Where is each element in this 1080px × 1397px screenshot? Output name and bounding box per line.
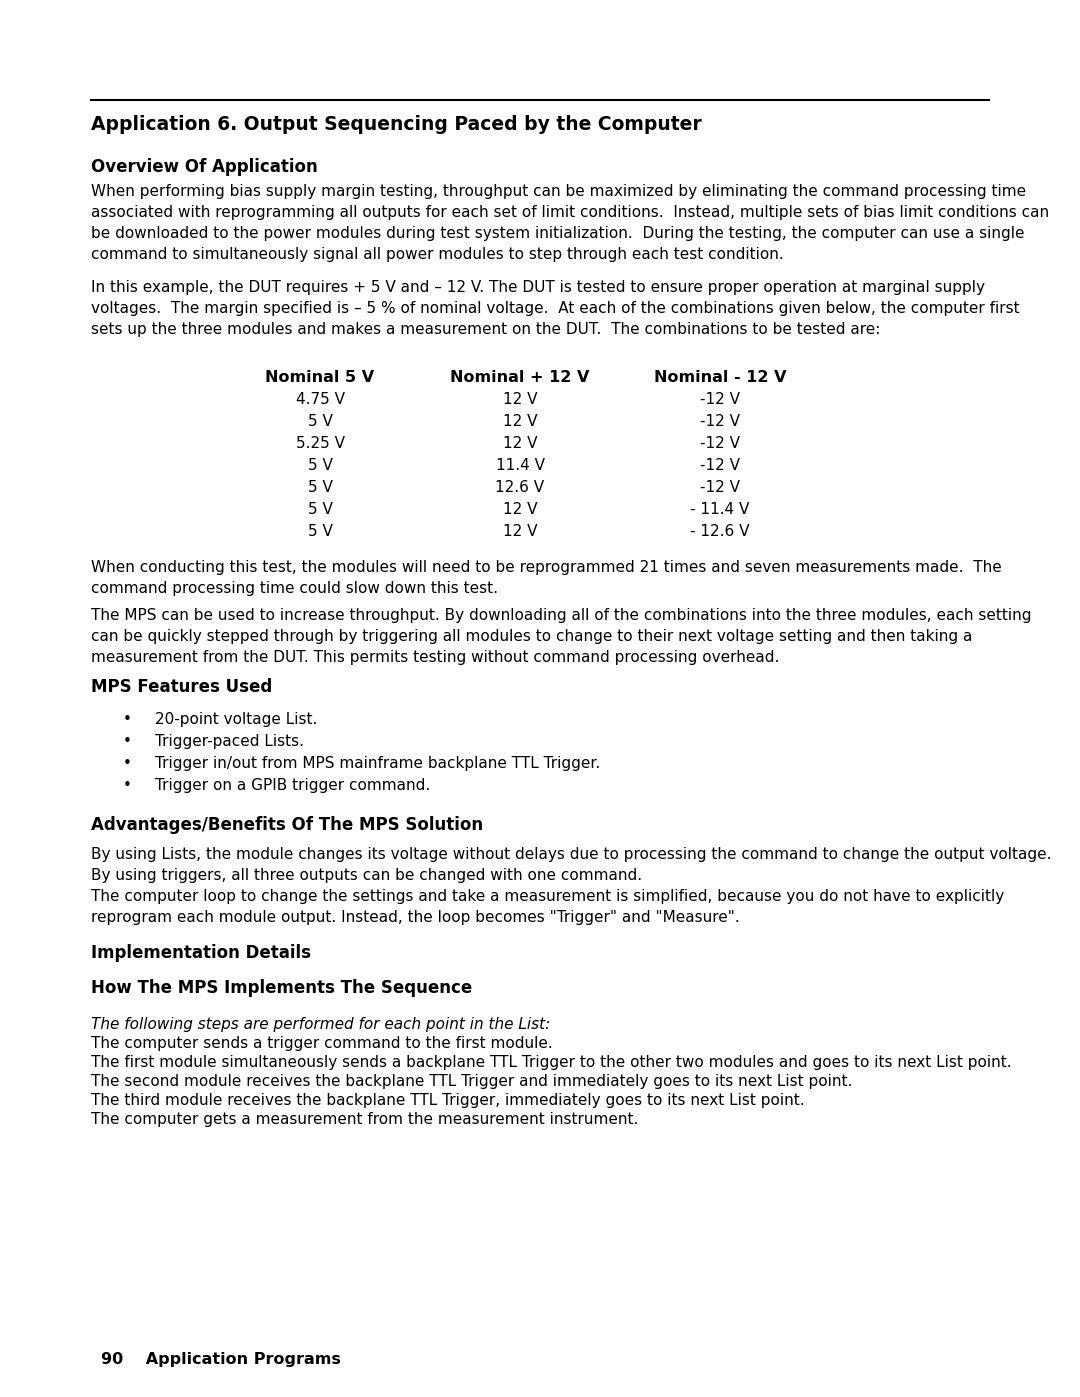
Text: By using Lists, the module changes its voltage without delays due to processing : By using Lists, the module changes its v… [91, 847, 1052, 925]
Text: 4.75 V: 4.75 V [296, 393, 345, 407]
Text: 12 V: 12 V [503, 436, 537, 451]
Text: When performing bias supply margin testing, throughput can be maximized by elimi: When performing bias supply margin testi… [91, 184, 1049, 263]
Text: Nominal 5 V: Nominal 5 V [266, 370, 375, 386]
Text: 12 V: 12 V [503, 414, 537, 429]
Text: -12 V: -12 V [700, 481, 740, 495]
Text: 20-point voltage List.: 20-point voltage List. [156, 712, 318, 726]
Text: 12.6 V: 12.6 V [496, 481, 544, 495]
Text: -12 V: -12 V [700, 414, 740, 429]
Text: The following steps are performed for each point in the List:: The following steps are performed for ea… [91, 1017, 550, 1032]
Text: -12 V: -12 V [700, 436, 740, 451]
Text: Advantages/Benefits Of The MPS Solution: Advantages/Benefits Of The MPS Solution [91, 816, 483, 834]
Text: 5 V: 5 V [308, 502, 333, 517]
Text: - 12.6 V: - 12.6 V [690, 524, 750, 539]
Text: In this example, the DUT requires + 5 V and – 12 V. The DUT is tested to ensure : In this example, the DUT requires + 5 V … [91, 279, 1020, 337]
Text: Implementation Details: Implementation Details [91, 944, 311, 963]
Text: 5.25 V: 5.25 V [296, 436, 345, 451]
Text: Overview Of Application: Overview Of Application [91, 158, 318, 176]
Text: The second module receives the backplane TTL Trigger and immediately goes to its: The second module receives the backplane… [91, 1074, 852, 1090]
Text: 5 V: 5 V [308, 414, 333, 429]
Text: How The MPS Implements The Sequence: How The MPS Implements The Sequence [91, 979, 472, 997]
Text: 12 V: 12 V [503, 393, 537, 407]
Text: Nominal + 12 V: Nominal + 12 V [450, 370, 590, 386]
Text: The MPS can be used to increase throughput. By downloading all of the combinatio: The MPS can be used to increase throughp… [91, 608, 1031, 665]
Text: 5 V: 5 V [308, 458, 333, 474]
Text: When conducting this test, the modules will need to be reprogrammed 21 times and: When conducting this test, the modules w… [91, 560, 1002, 597]
Text: The computer gets a measurement from the measurement instrument.: The computer gets a measurement from the… [91, 1112, 638, 1127]
Text: Nominal - 12 V: Nominal - 12 V [653, 370, 786, 386]
Text: MPS Features Used: MPS Features Used [91, 678, 272, 696]
Text: Application 6. Output Sequencing Paced by the Computer: Application 6. Output Sequencing Paced b… [91, 115, 702, 134]
Text: •: • [122, 733, 132, 749]
Text: •: • [122, 778, 132, 793]
Text: -12 V: -12 V [700, 458, 740, 474]
Text: 12 V: 12 V [503, 524, 537, 539]
Text: •: • [122, 756, 132, 771]
Text: 11.4 V: 11.4 V [496, 458, 544, 474]
Text: Trigger in/out from MPS mainframe backplane TTL Trigger.: Trigger in/out from MPS mainframe backpl… [156, 756, 600, 771]
Text: 12 V: 12 V [503, 502, 537, 517]
Text: The computer sends a trigger command to the first module.: The computer sends a trigger command to … [91, 1037, 553, 1051]
Text: 90    Application Programs: 90 Application Programs [102, 1352, 341, 1368]
Text: The first module simultaneously sends a backplane TTL Trigger to the other two m: The first module simultaneously sends a … [91, 1055, 1012, 1070]
Text: -12 V: -12 V [700, 393, 740, 407]
Text: •: • [122, 712, 132, 726]
Text: Trigger on a GPIB trigger command.: Trigger on a GPIB trigger command. [156, 778, 430, 793]
Text: - 11.4 V: - 11.4 V [690, 502, 750, 517]
Text: 5 V: 5 V [308, 481, 333, 495]
Text: 5 V: 5 V [308, 524, 333, 539]
Text: Trigger-paced Lists.: Trigger-paced Lists. [156, 733, 303, 749]
Text: The third module receives the backplane TTL Trigger, immediately goes to its nex: The third module receives the backplane … [91, 1092, 805, 1108]
